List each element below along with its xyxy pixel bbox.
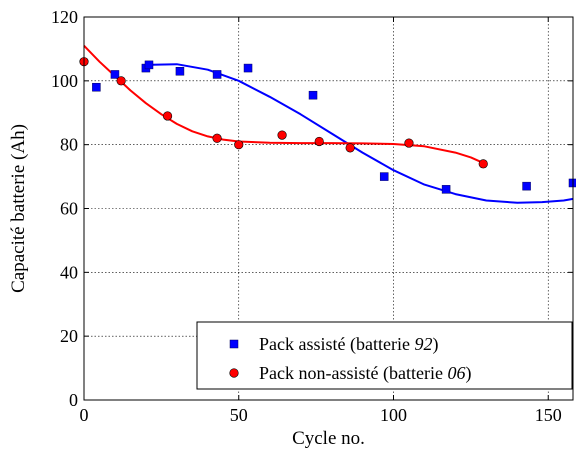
x-tick-label: 0 — [80, 405, 89, 425]
legend-label-series-2: Pack non-assisté (batterie 06) — [259, 363, 471, 384]
x-axis-label: Cycle no. — [292, 428, 365, 449]
fit-curve-series-1 — [145, 63, 574, 204]
data-point-series-2 — [478, 159, 488, 169]
data-point-series-2 — [314, 136, 324, 147]
fit-curve-series-2 — [83, 45, 484, 164]
y-axis-label: Capacité batterie (Ah) — [8, 124, 29, 293]
data-point-series-1 — [308, 90, 318, 100]
data-point-series-2 — [234, 140, 244, 150]
data-point-series-2 — [162, 111, 173, 121]
legend-box — [196, 321, 573, 390]
data-point-series-1 — [92, 82, 101, 92]
x-tick-label: 150 — [535, 405, 562, 425]
data-point-series-1 — [175, 67, 185, 76]
y-tick-label: 0 — [69, 390, 78, 410]
data-point-series-2 — [404, 138, 414, 148]
data-point-series-1 — [379, 172, 389, 181]
x-tick-label: 50 — [230, 405, 248, 425]
data-point-series-1 — [522, 181, 531, 191]
legend-marker-series-2 — [229, 368, 239, 378]
y-tick-label: 120 — [51, 7, 78, 27]
data-point-series-2 — [212, 133, 222, 143]
data-point-series-1 — [110, 70, 120, 79]
y-tick-label: 60 — [60, 199, 78, 219]
axis-ticks: 0 50 100 150 0 20 40 60 80 100 120 — [51, 7, 573, 425]
data-point-series-1 — [441, 185, 451, 194]
x-tick-label: 100 — [380, 405, 407, 425]
legend: Pack assisté (batterie 92) Pack non-assis… — [196, 321, 573, 390]
data-point-series-2 — [116, 76, 126, 86]
y-tick-label: 100 — [51, 71, 78, 91]
y-tick-label: 40 — [60, 262, 78, 282]
legend-label-series-1: Pack assisté (batterie 92) — [259, 334, 438, 355]
data-point-series-2 — [345, 143, 355, 153]
y-tick-label: 80 — [60, 135, 78, 155]
y-tick-label: 20 — [60, 326, 78, 346]
data-point-series-1 — [212, 70, 222, 79]
legend-marker-series-1 — [229, 339, 239, 349]
data-point-series-1 — [144, 60, 154, 70]
fit-curves — [83, 45, 574, 204]
data-point-series-1 — [243, 63, 253, 73]
data-point-series-2 — [277, 130, 287, 140]
